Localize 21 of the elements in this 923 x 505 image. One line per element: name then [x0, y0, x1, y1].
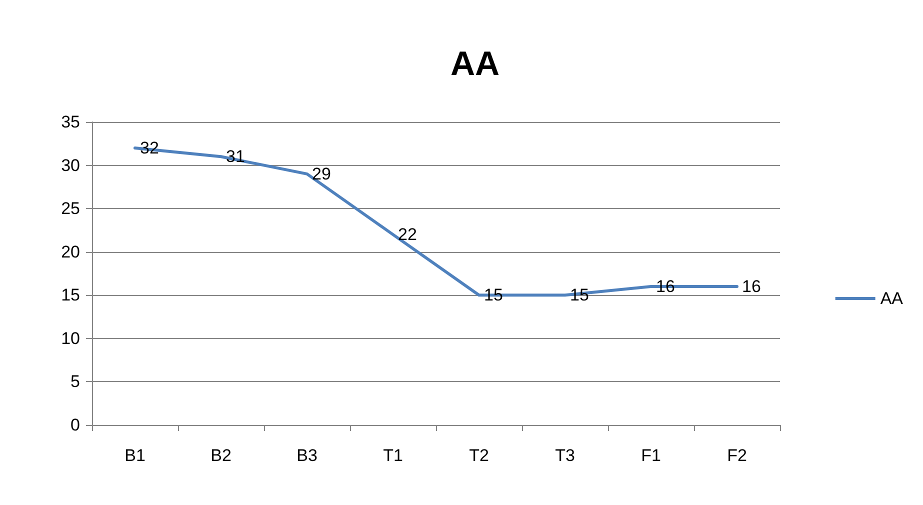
x-tick-label: B3	[296, 446, 318, 465]
x-tick-label: T2	[469, 446, 489, 465]
x-tick-label: F2	[727, 446, 747, 465]
data-label: 22	[398, 225, 417, 244]
x-tick-label: F1	[641, 446, 661, 465]
y-tick-label: 0	[70, 416, 80, 434]
y-tick-label: 10	[61, 328, 80, 348]
x-tick-label: T3	[555, 446, 575, 465]
x-tick-label: T1	[383, 446, 403, 465]
y-tick-label: 25	[61, 199, 80, 218]
y-tick-label: 35	[61, 112, 80, 132]
data-label: 29	[312, 164, 331, 184]
y-tick-label: 15	[61, 286, 80, 305]
y-tick-label: 5	[70, 372, 80, 392]
data-label: 16	[742, 276, 761, 296]
y-tick-label: 30	[61, 156, 80, 175]
x-tick-label: B1	[124, 446, 146, 465]
chart-title: AA	[450, 45, 500, 83]
y-tick-label: 20	[61, 242, 80, 262]
x-tick-label: B2	[210, 446, 232, 465]
legend-label: AA	[880, 289, 904, 308]
